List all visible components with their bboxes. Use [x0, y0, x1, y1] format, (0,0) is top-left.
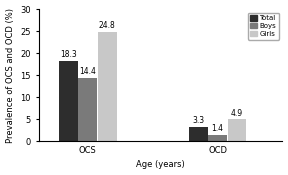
Text: 24.8: 24.8	[99, 21, 115, 30]
Text: 3.3: 3.3	[192, 116, 204, 125]
Bar	[228, 120, 247, 141]
Text: 18.3: 18.3	[60, 50, 77, 59]
Bar	[208, 135, 227, 141]
X-axis label: Age (years): Age (years)	[137, 160, 185, 169]
Y-axis label: Prevalence of OCS and OCD (%): Prevalence of OCS and OCD (%)	[5, 8, 15, 143]
Bar	[98, 32, 117, 141]
Bar	[78, 78, 97, 141]
Bar	[189, 127, 208, 141]
Text: 14.4: 14.4	[79, 67, 96, 76]
Bar	[59, 61, 78, 141]
Text: 4.9: 4.9	[231, 109, 243, 118]
Legend: Total, Boys, Girls: Total, Boys, Girls	[248, 13, 279, 40]
Text: 1.4: 1.4	[212, 124, 223, 133]
